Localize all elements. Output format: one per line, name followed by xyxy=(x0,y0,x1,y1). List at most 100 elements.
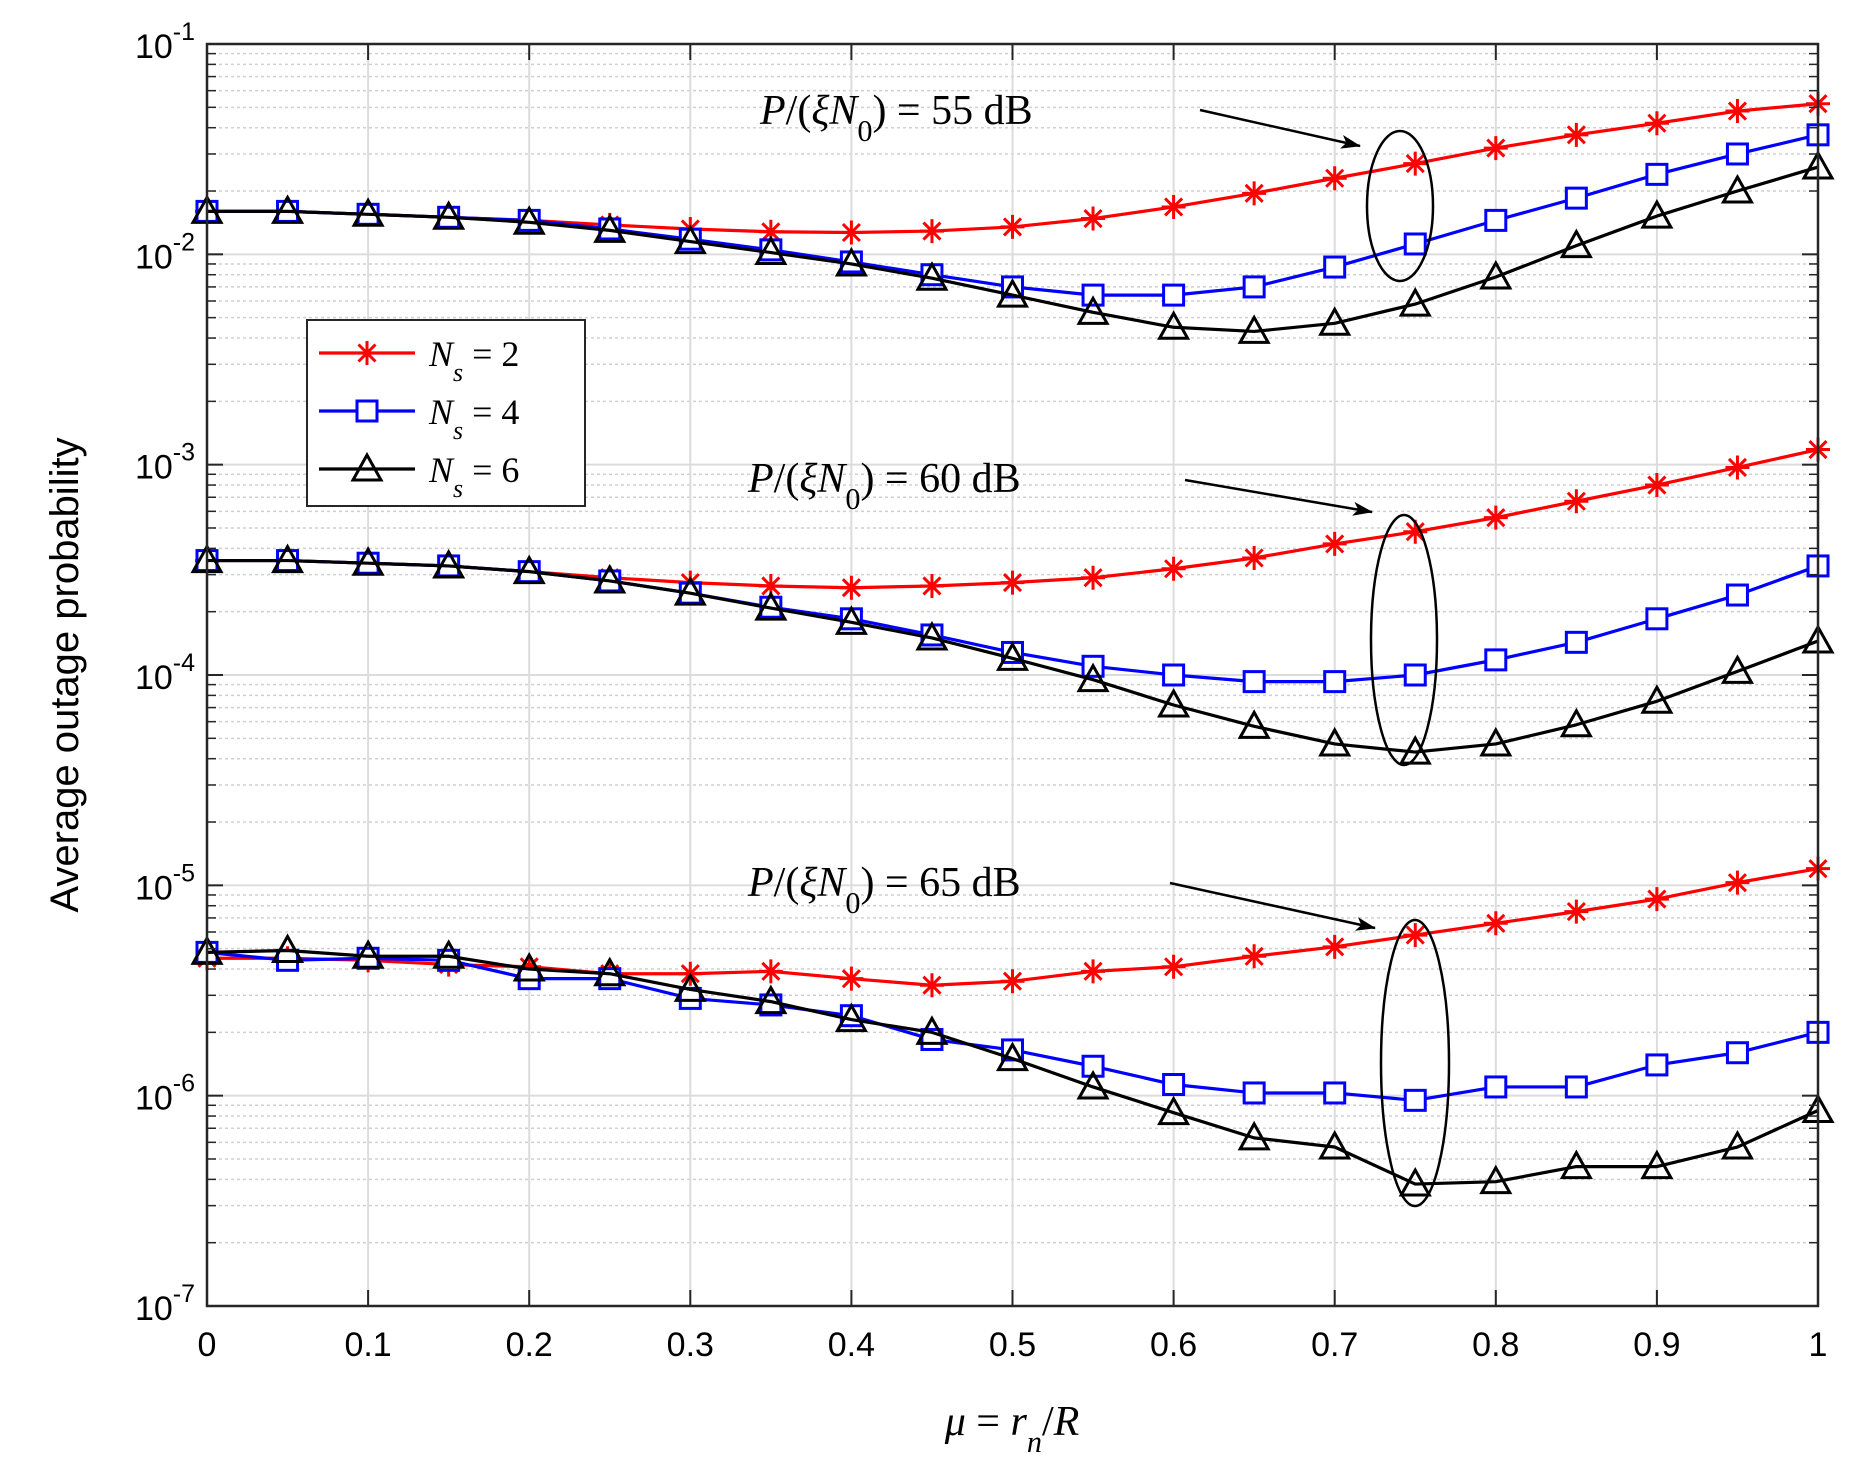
data-point xyxy=(1081,959,1106,984)
data-point xyxy=(839,966,864,991)
data-point xyxy=(1720,1129,1755,1160)
y-tick-label: 10-2 xyxy=(135,228,195,276)
data-point xyxy=(351,546,385,576)
x-tick-label: 0.6 xyxy=(1150,1326,1197,1364)
data-point xyxy=(758,573,783,598)
data-point xyxy=(270,194,305,224)
data-point xyxy=(1081,1054,1105,1078)
data-point xyxy=(1242,670,1266,694)
legend: Ns = 2Ns = 4Ns = 6 xyxy=(306,319,586,507)
data-point xyxy=(593,213,627,243)
x-tick-label: 0.2 xyxy=(506,1326,553,1364)
data-point xyxy=(1640,1149,1674,1180)
data-point xyxy=(1403,1088,1427,1112)
data-point xyxy=(1484,648,1508,672)
data-point xyxy=(1559,228,1593,259)
axis-ticks xyxy=(206,43,1819,1307)
legend-box xyxy=(306,319,586,507)
data-point xyxy=(517,954,542,979)
data-point xyxy=(270,543,305,574)
data-point xyxy=(839,220,864,245)
data-point xyxy=(834,605,868,635)
data-point xyxy=(1479,726,1513,757)
data-point xyxy=(1161,556,1186,581)
x-tick-label: 0.8 xyxy=(1472,1326,1519,1364)
data-point xyxy=(432,200,466,230)
data-point xyxy=(919,573,944,598)
data-point xyxy=(995,1041,1030,1072)
data-point xyxy=(1398,287,1432,317)
data-point xyxy=(1157,1095,1191,1126)
series-55db-6ns xyxy=(190,149,1835,344)
data-point xyxy=(1322,531,1347,556)
data-point xyxy=(1000,969,1025,994)
data-point xyxy=(673,576,707,606)
data-point xyxy=(1076,1069,1110,1100)
x-tick-label: 0.7 xyxy=(1311,1326,1358,1364)
x-tick-label: 0.4 xyxy=(828,1326,875,1364)
data-point xyxy=(1398,735,1432,765)
data-point xyxy=(1076,662,1110,693)
annotation-arrow xyxy=(1184,478,1373,516)
x-tick-label: 0 xyxy=(198,1326,217,1364)
group-ellipse xyxy=(1365,129,1435,283)
annotation-label: P/(ξN0) = 55 dB xyxy=(759,88,1033,148)
y-tick-labels: 10-7 10-6 10-5 10-4 10-3 10-2 10-1 xyxy=(135,18,195,1328)
data-point xyxy=(1725,99,1750,124)
data-point xyxy=(1564,899,1589,924)
data-point xyxy=(1403,232,1427,256)
data-point xyxy=(1000,570,1025,595)
data-point xyxy=(1161,194,1186,219)
data-point xyxy=(351,197,385,227)
data-point xyxy=(1725,1041,1749,1065)
legend-entry: Ns = 2 xyxy=(319,334,519,387)
data-point xyxy=(1483,505,1508,530)
data-point xyxy=(1479,259,1513,290)
data-point xyxy=(1644,473,1669,498)
data-point xyxy=(1322,166,1347,191)
data-point xyxy=(1484,208,1508,232)
y-tick-label: 10-1 xyxy=(135,18,195,66)
data-point xyxy=(1725,142,1749,166)
y-tick-label: 10-4 xyxy=(135,649,195,697)
data-point xyxy=(1242,181,1267,206)
data-point xyxy=(1162,663,1186,687)
data-point xyxy=(754,984,788,1015)
legend-marker xyxy=(350,451,384,482)
data-point xyxy=(1403,923,1428,948)
data-point xyxy=(1081,565,1106,590)
data-point xyxy=(1403,663,1427,687)
data-point xyxy=(1161,954,1186,979)
data-point xyxy=(1081,283,1105,307)
legend-marker xyxy=(355,399,379,423)
annotation-arrow xyxy=(1199,108,1361,149)
x-axis-label: μ = rn/R xyxy=(944,1399,1080,1459)
y-tick-label: 10-7 xyxy=(135,1280,195,1328)
data-point xyxy=(1323,670,1347,694)
data-point xyxy=(1559,707,1593,738)
annotation-label: P/(ξN0) = 60 dB xyxy=(747,456,1021,516)
data-point xyxy=(915,620,949,651)
data-point xyxy=(1725,870,1750,895)
x-tick-label: 0.5 xyxy=(989,1326,1036,1364)
data-point xyxy=(1322,934,1347,959)
data-point xyxy=(995,278,1030,308)
data-point xyxy=(1564,186,1588,210)
data-point xyxy=(1323,1081,1347,1105)
data-point xyxy=(754,235,788,266)
data-point xyxy=(1644,887,1669,912)
data-point xyxy=(995,641,1030,671)
data-point xyxy=(1242,545,1267,570)
data-point xyxy=(1640,684,1674,714)
data-point xyxy=(432,548,466,579)
data-point xyxy=(1081,206,1106,231)
data-point xyxy=(1725,583,1749,607)
data-point xyxy=(1242,275,1266,299)
data-point xyxy=(1483,136,1508,161)
data-point xyxy=(1162,1073,1186,1097)
data-point xyxy=(512,951,546,982)
series-60db-6ns xyxy=(190,543,1835,765)
data-point xyxy=(1000,214,1025,239)
data-point xyxy=(1645,1053,1669,1077)
